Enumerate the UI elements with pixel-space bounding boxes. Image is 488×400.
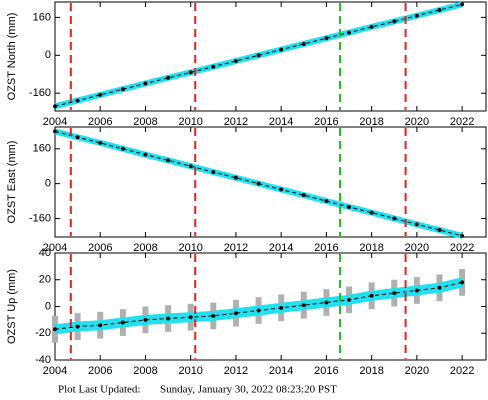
x-tick-label: 2014 [269,242,293,254]
x-tick-label: 2010 [178,116,202,128]
footer-date: Sunday, January 30, 2022 08:23:20 PST [160,384,337,396]
x-tick-label: 2008 [133,116,157,128]
x-tick-label: 2014 [269,365,293,377]
data-point [166,158,171,163]
y-tick-label: 160 [33,11,51,23]
data-point [233,175,238,180]
data-point [324,300,329,305]
x-tick-label: 2022 [450,116,474,128]
x-tick-label: 2004 [43,242,67,254]
x-tick-label: 2004 [43,365,67,377]
footer-label: Plot Last Updated: [58,384,141,396]
data-point [369,24,374,29]
data-point [166,75,171,80]
plot-frame [54,126,487,238]
y-tick-label: -160 [29,212,51,224]
x-tick-label: 2016 [314,116,338,128]
data-point [301,303,306,308]
x-tick-label: 2012 [224,116,248,128]
x-tick-label: 2006 [88,116,112,128]
x-tick-label: 2004 [43,116,67,128]
data-point [98,140,103,145]
data-point [437,8,442,13]
x-tick-label: 2018 [359,242,383,254]
data-point [392,291,397,296]
x-tick-label: 2006 [88,365,112,377]
x-tick-label: 2008 [133,365,157,377]
x-tick-label: 2018 [359,365,383,377]
x-tick-label: 2020 [405,365,429,377]
x-tick-label: 2020 [405,116,429,128]
data-point [120,87,125,92]
y-tick-label: 160 [33,143,51,155]
x-tick-label: 2008 [133,242,157,254]
x-tick-label: 2006 [88,242,112,254]
y-axis-label: OZST East (mm) [6,141,18,224]
x-tick-label: 2014 [269,116,293,128]
x-tick-label: 2010 [178,365,202,377]
x-tick-label: 2022 [450,242,474,254]
data-point [233,311,238,316]
data-point [437,228,442,233]
y-tick-label: -40 [35,354,51,366]
y-tick-label: 20 [39,274,51,286]
x-tick-label: 2016 [314,242,338,254]
trend-line [54,130,463,237]
y-axis-label: OZST North (mm) [6,13,18,101]
y-tick-label: -160 [29,87,51,99]
x-tick-label: 2018 [359,116,383,128]
data-point [460,280,465,285]
data-point [301,41,306,46]
data-point [256,53,261,58]
x-tick-label: 2016 [314,365,338,377]
data-point [233,59,238,64]
data-point [188,70,193,75]
x-tick-label: 2012 [224,242,248,254]
data-point [120,320,125,325]
plot-frame [54,1,487,112]
data-point [324,36,329,41]
data-point [369,210,374,215]
y-axis-label: OZST Up (mm) [6,269,18,344]
data-point [392,19,397,24]
trend-line [54,281,463,330]
data-point [460,2,465,7]
y-tick-label: -20 [35,327,51,339]
x-tick-label: 2012 [224,365,248,377]
x-tick-label: 2022 [450,365,474,377]
y-tick-label: 0 [45,49,51,61]
y-tick-label: 0 [45,178,51,190]
data-point [98,92,103,97]
y-tick-label: 0 [45,300,51,312]
data-point [301,193,306,198]
x-tick-label: 2020 [405,242,429,254]
y-tick-label: 40 [39,247,51,259]
data-point [211,313,216,318]
data-point [143,317,148,322]
x-tick-label: 2010 [178,242,202,254]
